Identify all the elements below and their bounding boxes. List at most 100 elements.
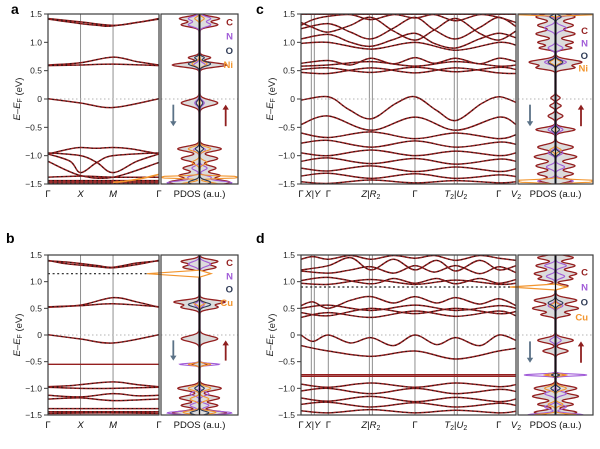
legend-O: O	[226, 285, 233, 296]
svg-text:0.5: 0.5	[30, 66, 42, 76]
spin-up-arrow-icon	[577, 104, 585, 110]
k-point-labels: Γ X|Y Γ Z|R2 Γ T2|U2 Γ V2	[298, 189, 521, 201]
band-structure-chart-c: 1.51.00.50−0.5−1.0−1.5E–EF (eV)Γ X|Y Γ Z|R2…	[265, 9, 594, 201]
bands	[301, 14, 516, 184]
panel-c: c 1.5 1.0 0.5 0 −0.5 −1.0 −1.5 E–EF (eV) Γ X|Y Γ Z|…	[250, 0, 600, 225]
legend-Ni: Ni	[579, 63, 589, 74]
svg-text:0: 0	[290, 94, 295, 104]
svg-text:X: X	[76, 189, 84, 200]
svg-text:−0.5: −0.5	[25, 122, 42, 132]
legend: CNO Cu	[575, 268, 588, 324]
spin-up-arrow-icon	[222, 104, 229, 110]
svg-text:1.5: 1.5	[283, 250, 295, 260]
legend-C: C	[226, 258, 233, 269]
y-axis-label: E–EF (eV)	[265, 78, 278, 121]
spin-arrows	[170, 340, 229, 361]
panel-a: a 1.5 1.0 0.5 0 −0.5 −1.0 −1.5 E–EF (eV) Γ X M Γ PDO…	[0, 0, 250, 225]
spin-down-arrow-icon	[170, 121, 177, 127]
pdos-axis-label: PDOS (a.u.)	[530, 420, 582, 431]
svg-text:Γ: Γ	[326, 420, 331, 431]
svg-text:T2|U2: T2|U2	[444, 189, 467, 201]
svg-text:1.5: 1.5	[283, 9, 295, 19]
spin-up-arrow-icon	[577, 341, 585, 347]
y-axis-label: E–EF (eV)	[12, 314, 25, 357]
y-axis-label: E–EF (eV)	[265, 314, 278, 357]
bands	[48, 259, 159, 415]
svg-text:M: M	[109, 189, 117, 200]
spin-down-arrow-icon	[526, 357, 534, 363]
legend-O: O	[581, 51, 588, 62]
panel-letter-c: c	[256, 1, 264, 17]
svg-text:Γ: Γ	[496, 420, 501, 431]
legend-C: C	[581, 268, 588, 279]
spin-down-arrow-icon	[526, 121, 534, 127]
svg-text:−1.5: −1.5	[278, 410, 295, 420]
legend-Ni: Ni	[224, 60, 234, 71]
legend-O: O	[226, 46, 233, 57]
svg-text:−1.0: −1.0	[278, 383, 295, 393]
svg-text:−1.5: −1.5	[25, 179, 42, 189]
spin-down-arrow-icon	[170, 355, 177, 361]
metal-overflow-spike	[509, 283, 570, 291]
y-axis: 1.5 1.0 0.5 0 −0.5 −1.0 −1.5 E–EF (eV)	[12, 9, 48, 189]
svg-text:−0.5: −0.5	[278, 357, 295, 367]
spin-arrows	[526, 104, 585, 127]
svg-text:−1.0: −1.0	[278, 151, 295, 161]
band-structure-chart-a: 1.5 1.0 0.5 0 −0.5 −1.0 −1.5 E–EF (eV) Γ X M Γ PDOS …	[12, 9, 239, 200]
svg-text:V2: V2	[511, 189, 521, 201]
svg-text:−1.0: −1.0	[25, 383, 42, 393]
svg-text:1.0: 1.0	[30, 277, 42, 287]
pdos-axis-label: PDOS (a.u.)	[174, 420, 226, 431]
legend-N: N	[581, 38, 588, 49]
svg-text:M: M	[109, 420, 117, 431]
svg-text:Γ: Γ	[496, 189, 501, 200]
y-axis-label: E–EF (eV)	[12, 78, 25, 121]
svg-text:1.5: 1.5	[30, 9, 42, 19]
band-structure-chart-b: 1.5 1.0 0.5 0 −0.5 −1.0 −1.5 E–EF (eV) Γ X M Γ PDOS …	[12, 250, 239, 431]
svg-text:X: X	[76, 420, 84, 431]
svg-text:T2|U2: T2|U2	[444, 420, 467, 432]
spin-up-arrow-icon	[222, 340, 229, 346]
pdos-axis-label: PDOS (a.u.)	[174, 189, 226, 200]
svg-text:Γ: Γ	[45, 189, 50, 200]
svg-text:1.0: 1.0	[30, 37, 42, 47]
spin-arrows	[170, 104, 229, 127]
svg-text:Γ: Γ	[298, 189, 303, 200]
svg-text:V2: V2	[511, 420, 521, 432]
svg-text:1.0: 1.0	[283, 277, 295, 287]
svg-text:1.0: 1.0	[283, 37, 295, 47]
k-point-labels: Γ X|Y Γ Z|R2 Γ T2|U2 Γ V2	[298, 420, 521, 432]
svg-text:Γ: Γ	[412, 420, 417, 431]
svg-text:−1.5: −1.5	[25, 410, 42, 420]
metal-overflow-spike	[146, 269, 214, 278]
bands	[301, 255, 516, 414]
svg-text:−0.5: −0.5	[25, 357, 42, 367]
panel-b: b 1.5 1.0 0.5 0 −0.5 −1.0 −1.5 E–EF (eV) Γ X M Γ PDO…	[0, 225, 250, 449]
svg-text:−1.5: −1.5	[278, 179, 295, 189]
legend-N: N	[581, 283, 588, 294]
svg-text:0: 0	[37, 94, 42, 104]
svg-text:X|Y: X|Y	[304, 189, 321, 200]
svg-text:1.5: 1.5	[30, 250, 42, 260]
svg-text:0: 0	[290, 330, 295, 340]
svg-text:Γ: Γ	[156, 420, 161, 431]
svg-text:Γ: Γ	[45, 420, 50, 431]
svg-text:Γ: Γ	[412, 189, 417, 200]
y-axis: 1.5 1.0 0.5 0 −0.5 −1.0 −1.5 E–EF (eV)	[12, 250, 48, 420]
svg-text:0.5: 0.5	[283, 303, 295, 313]
svg-text:Γ: Γ	[326, 189, 331, 200]
legend-C: C	[226, 18, 233, 29]
svg-text:X|Y: X|Y	[304, 420, 321, 431]
legend-Cu: Cu	[220, 298, 233, 309]
svg-text:Z|R2: Z|R2	[360, 189, 380, 201]
svg-text:0.5: 0.5	[283, 66, 295, 76]
svg-text:Γ: Γ	[156, 189, 161, 200]
legend-C: C	[581, 26, 588, 37]
svg-text:0.5: 0.5	[30, 303, 42, 313]
panel-letter-d: d	[256, 230, 265, 246]
